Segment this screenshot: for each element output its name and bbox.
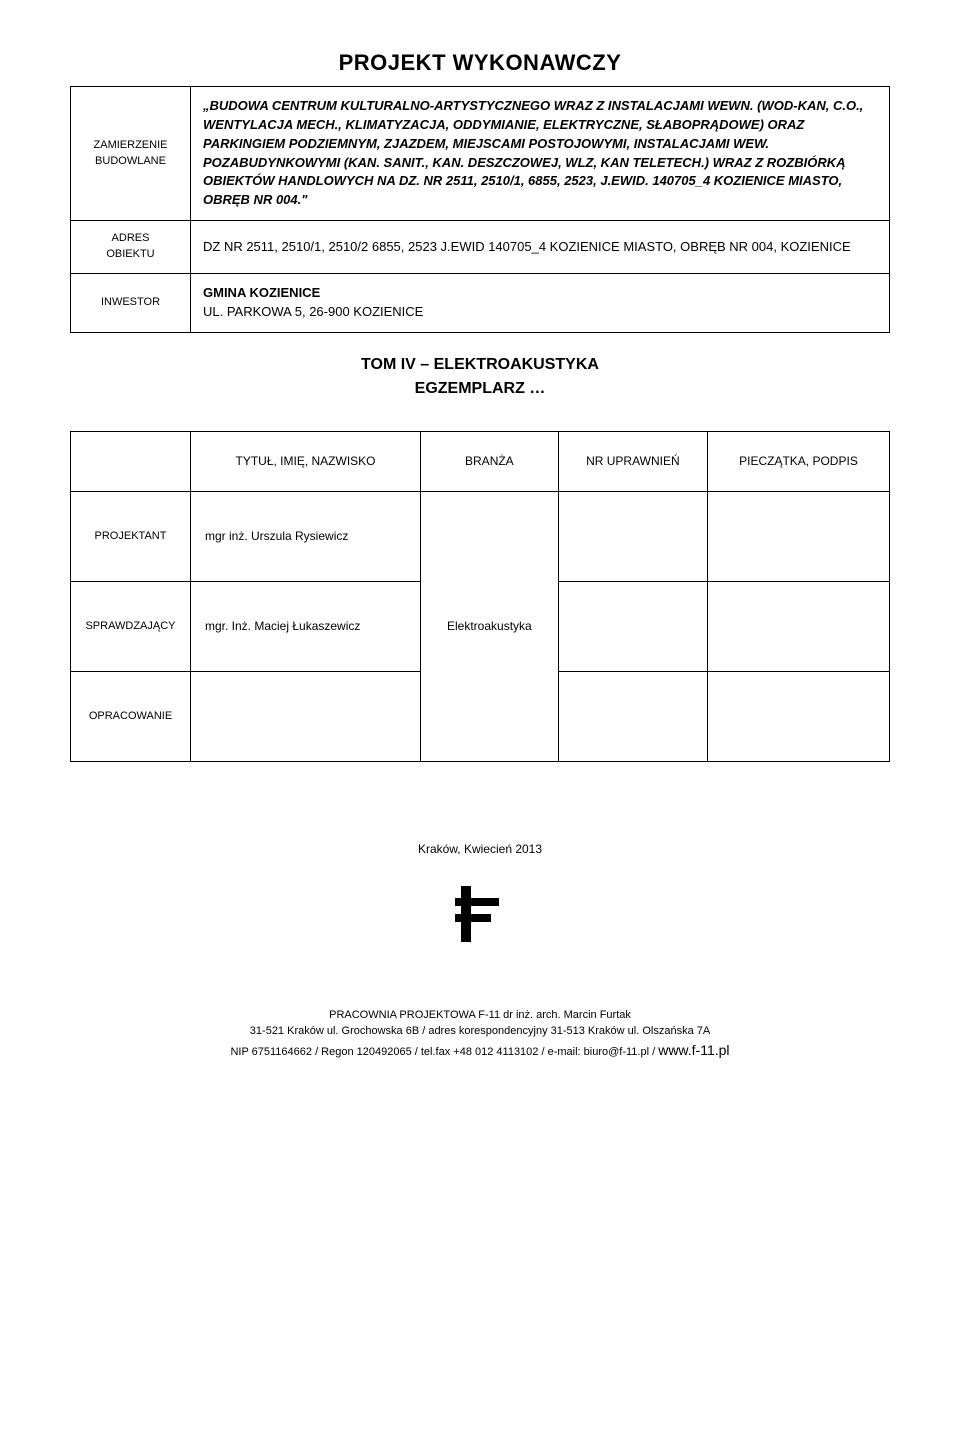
hdr-name: TYTUŁ, IMIĘ, NAZWISKO bbox=[191, 431, 421, 491]
name-sprawdzajacy: mgr. Inż. Maciej Łukaszewicz bbox=[191, 581, 421, 671]
footer-line3: NIP 6751164662 / Regon 120492065 / tel.f… bbox=[70, 1040, 890, 1061]
hdr-branch: BRANŻA bbox=[421, 431, 559, 491]
hdr-uprawnien: NR UPRAWNIEŃ bbox=[558, 431, 707, 491]
logo-wrap bbox=[70, 886, 890, 947]
upr-projektant bbox=[558, 491, 707, 581]
signatures-table: TYTUŁ, IMIĘ, NAZWISKO BRANŻA NR UPRAWNIE… bbox=[70, 431, 890, 762]
branch-cell: Elektroakustyka bbox=[421, 491, 559, 761]
footer: PRACOWNIA PROJEKTOWA F-11 dr inż. arch. … bbox=[70, 1007, 890, 1061]
main-title: PROJEKT WYKONAWCZY bbox=[70, 50, 890, 76]
upr-opracowanie bbox=[558, 671, 707, 761]
role-projektant: PROJEKTANT bbox=[71, 491, 191, 581]
upr-sprawdzajacy bbox=[558, 581, 707, 671]
hdr-empty bbox=[71, 431, 191, 491]
name-projektant: mgr inż. Urszula Rysiewicz bbox=[191, 491, 421, 581]
row1-value: „BUDOWA CENTRUM KULTURALNO-ARTYSTYCZNEGO… bbox=[191, 87, 890, 221]
row3-label: INWESTOR bbox=[71, 273, 191, 332]
footer-line1: PRACOWNIA PROJEKTOWA F-11 dr inż. arch. … bbox=[70, 1007, 890, 1024]
role-opracowanie: OPRACOWANIE bbox=[71, 671, 191, 761]
info-table: ZAMIERZENIEBUDOWLANE „BUDOWA CENTRUM KUL… bbox=[70, 86, 890, 333]
footer-line2: 31-521 Kraków ul. Grochowska 6B / adres … bbox=[70, 1023, 890, 1040]
f11-logo-icon bbox=[455, 886, 505, 942]
hdr-stamp: PIECZĄTKA, PODPIS bbox=[707, 431, 889, 491]
date-line: Kraków, Kwiecień 2013 bbox=[70, 842, 890, 856]
stamp-projektant bbox=[707, 491, 889, 581]
section-title: TOM IV – ELEKTROAKUSTYKA EGZEMPLARZ … bbox=[70, 353, 890, 401]
role-sprawdzajacy: SPRAWDZAJĄCY bbox=[71, 581, 191, 671]
stamp-opracowanie bbox=[707, 671, 889, 761]
row2-label: ADRESOBIEKTU bbox=[71, 221, 191, 274]
row3-value: GMINA KOZIENICE UL. PARKOWA 5, 26-900 KO… bbox=[191, 273, 890, 332]
stamp-sprawdzajacy bbox=[707, 581, 889, 671]
row1-label: ZAMIERZENIEBUDOWLANE bbox=[71, 87, 191, 221]
name-opracowanie bbox=[191, 671, 421, 761]
row2-value: DZ NR 2511, 2510/1, 2510/2 6855, 2523 J.… bbox=[191, 221, 890, 274]
